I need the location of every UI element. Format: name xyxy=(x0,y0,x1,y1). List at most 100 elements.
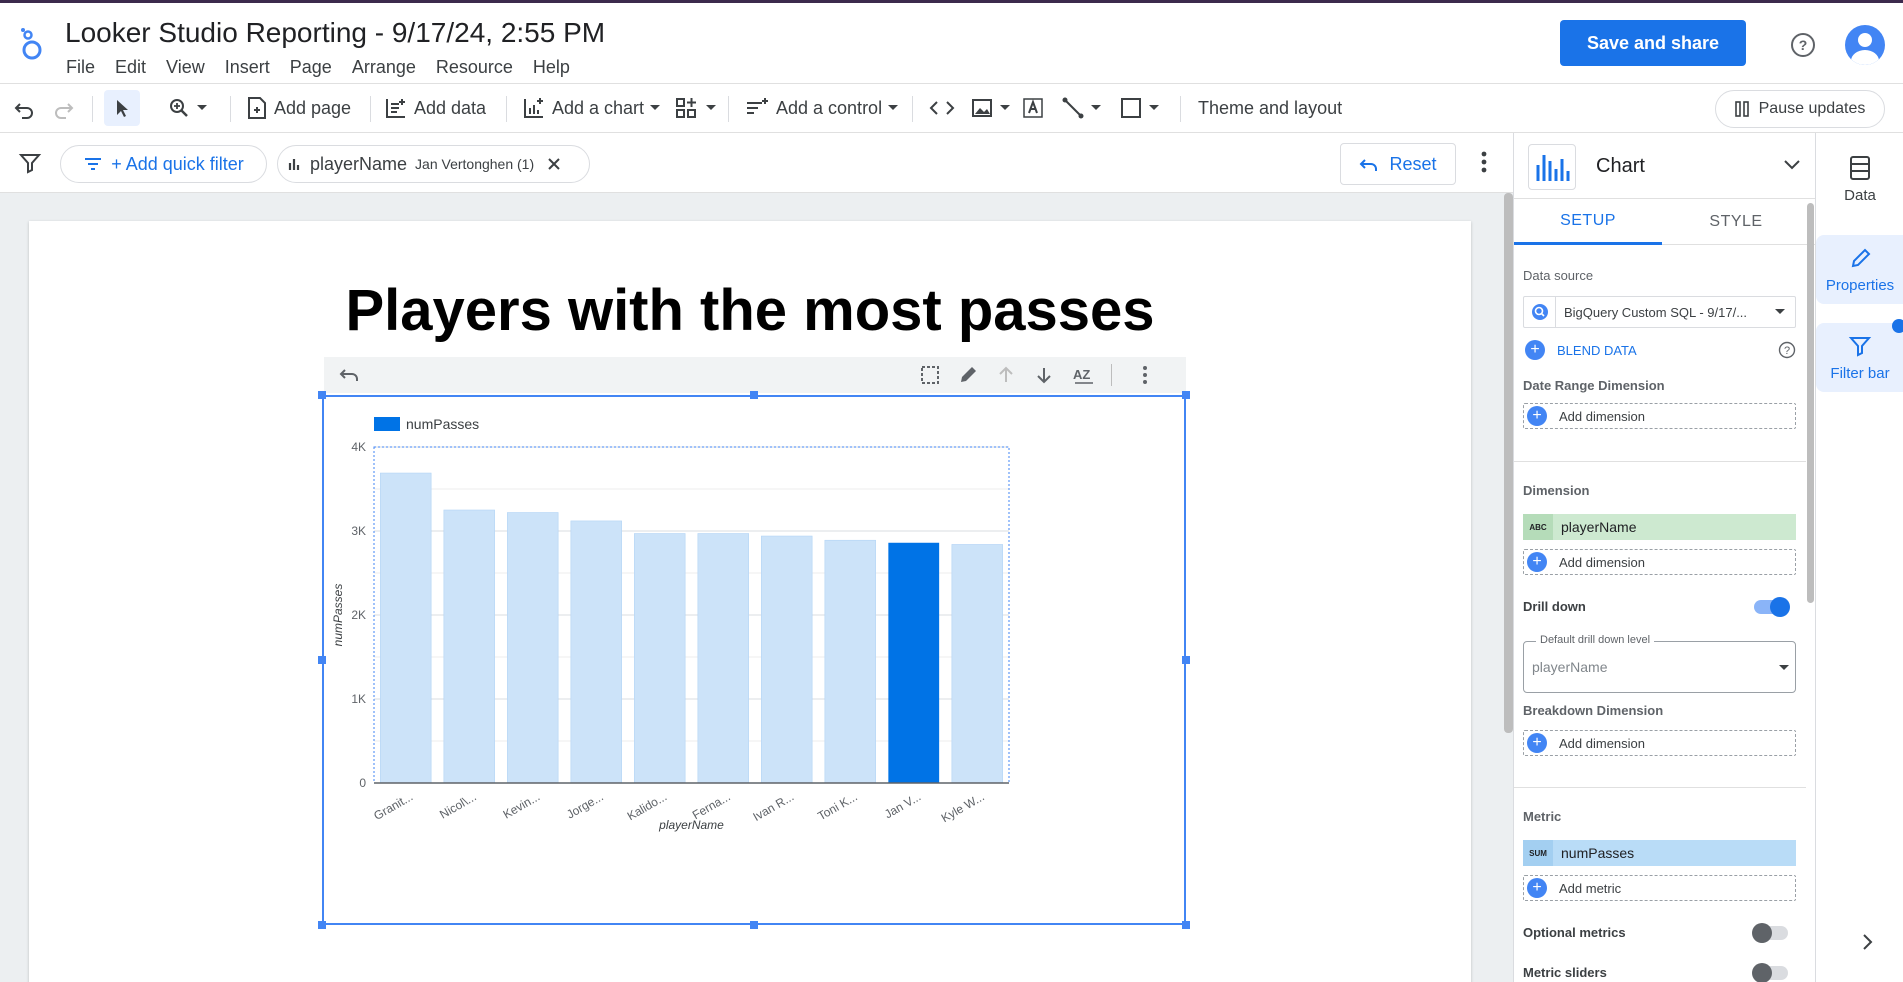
menu-edit[interactable]: Edit xyxy=(105,55,156,80)
menu-view[interactable]: View xyxy=(156,55,215,80)
add-data-button[interactable]: Add data xyxy=(384,84,486,132)
edit-pencil-icon[interactable] xyxy=(957,364,979,386)
menu-help[interactable]: Help xyxy=(523,55,580,80)
line-icon xyxy=(1061,96,1085,120)
chart-type-selector[interactable]: Chart xyxy=(1514,133,1816,199)
chart-toolbar-divider xyxy=(1111,364,1112,386)
resize-handle[interactable] xyxy=(750,921,758,929)
tab-setup[interactable]: SETUP xyxy=(1514,199,1662,245)
more-options-icon[interactable] xyxy=(1474,149,1494,175)
x-tick-label: Toni K... xyxy=(815,789,860,823)
metric-field-chip[interactable]: SUM numPasses xyxy=(1523,840,1796,866)
select-area-icon[interactable] xyxy=(919,364,941,386)
active-filter-chip[interactable]: playerName Jan Vertonghen (1) xyxy=(277,145,590,183)
toggle-knob xyxy=(1752,963,1772,982)
add-chart-label: Add a chart xyxy=(552,98,644,119)
report-filter-bar: + Add quick filter playerName Jan Verton… xyxy=(0,133,1513,193)
save-and-share-button[interactable]: Save and share xyxy=(1560,20,1746,66)
select-tool-icon[interactable] xyxy=(104,90,140,126)
add-page-label: Add page xyxy=(274,98,351,119)
text-box-icon[interactable] xyxy=(1021,84,1045,132)
resize-handle[interactable] xyxy=(1182,656,1190,664)
add-dimension-label: Add dimension xyxy=(1559,555,1645,570)
bar-chart-component[interactable]: numPasses 0 1K 2K 3K 4K Granit... Nicol\... Kevi… xyxy=(322,395,1186,925)
canvas-scrollbar[interactable] xyxy=(1504,193,1513,733)
resize-handle[interactable] xyxy=(1182,921,1190,929)
resize-handle[interactable] xyxy=(318,656,326,664)
add-date-range-dimension[interactable]: + Add dimension xyxy=(1523,403,1796,429)
chevron-down-icon xyxy=(1000,105,1010,111)
help-icon[interactable]: ? xyxy=(1778,341,1796,359)
pause-updates-button[interactable]: Pause updates xyxy=(1715,90,1885,128)
chevron-right-icon[interactable] xyxy=(1862,933,1874,951)
x-tick-label: Kevin... xyxy=(501,789,543,821)
add-icon: + xyxy=(1527,406,1547,426)
default-drill-level-select[interactable]: Default drill down level playerName xyxy=(1523,641,1796,693)
add-page-icon xyxy=(246,96,268,120)
reset-chart-icon[interactable] xyxy=(338,364,362,386)
drill-up-arrow-icon[interactable] xyxy=(995,364,1017,386)
drill-level-value: playerName xyxy=(1532,659,1607,675)
shape-button[interactable] xyxy=(1119,84,1159,132)
add-control-button[interactable]: Add a control xyxy=(744,84,898,132)
bar xyxy=(761,536,812,783)
menu-page[interactable]: Page xyxy=(280,55,342,80)
account-avatar[interactable] xyxy=(1845,25,1885,65)
chevron-down-icon[interactable] xyxy=(1784,160,1800,170)
redo-icon[interactable] xyxy=(52,84,76,132)
menu-file[interactable]: File xyxy=(56,55,105,80)
chart-more-options-icon[interactable] xyxy=(1138,364,1152,386)
add-dimension-row[interactable]: + Add dimension xyxy=(1523,549,1796,575)
menu-arrange[interactable]: Arrange xyxy=(342,55,426,80)
rail-filter-bar-button[interactable]: Filter bar xyxy=(1816,323,1903,392)
theme-and-layout-button[interactable]: Theme and layout xyxy=(1198,84,1342,132)
drill-down-toggle[interactable] xyxy=(1754,600,1788,614)
line-button[interactable] xyxy=(1061,84,1101,132)
community-visualizations-button[interactable] xyxy=(674,84,716,132)
toolbar-divider xyxy=(370,96,371,122)
image-button[interactable] xyxy=(970,84,1010,132)
bar xyxy=(444,510,495,783)
reset-button[interactable]: Reset xyxy=(1340,143,1456,185)
looker-studio-logo-icon[interactable] xyxy=(18,27,48,61)
drill-down-arrow-icon[interactable] xyxy=(1033,364,1055,386)
rail-data-button[interactable]: Data xyxy=(1816,155,1903,204)
dimension-field-chip[interactable]: ABC playerName xyxy=(1523,514,1796,540)
resize-handle[interactable] xyxy=(318,391,326,399)
rail-properties-button[interactable]: Properties xyxy=(1816,235,1903,304)
tab-style[interactable]: STYLE xyxy=(1662,199,1810,245)
blend-data-button[interactable]: + BLEND DATA xyxy=(1525,340,1637,360)
zoom-dropdown[interactable] xyxy=(167,84,207,132)
add-data-label: Add data xyxy=(414,98,486,119)
add-icon: + xyxy=(1527,878,1547,898)
report-title[interactable]: Looker Studio Reporting - 9/17/24, 2:55 … xyxy=(65,17,605,49)
add-quick-filter-button[interactable]: + Add quick filter xyxy=(60,145,267,183)
menu-resource[interactable]: Resource xyxy=(426,55,523,80)
help-icon[interactable]: ? xyxy=(1789,31,1817,59)
optional-metrics-toggle[interactable] xyxy=(1754,926,1788,940)
add-metric-row[interactable]: + Add metric xyxy=(1523,875,1796,901)
data-source-select[interactable]: BigQuery Custom SQL - 9/17/... xyxy=(1523,296,1796,328)
report-page[interactable]: Players with the most passes AZ xyxy=(29,221,1471,982)
page-title-text[interactable]: Players with the most passes xyxy=(29,277,1471,344)
resize-handle[interactable] xyxy=(1182,391,1190,399)
bar xyxy=(698,534,749,783)
chevron-down-icon xyxy=(650,105,660,111)
add-breakdown-dimension[interactable]: + Add dimension xyxy=(1523,730,1796,756)
svg-text:AZ: AZ xyxy=(1073,367,1090,382)
panel-scrollbar[interactable] xyxy=(1807,203,1814,603)
x-tick-label: Jorge... xyxy=(564,789,606,821)
embed-code-icon[interactable] xyxy=(928,84,956,132)
menu-insert[interactable]: Insert xyxy=(215,55,280,80)
undo-icon[interactable] xyxy=(12,84,36,132)
add-chart-button[interactable]: Add a chart xyxy=(522,84,660,132)
close-icon[interactable] xyxy=(546,156,562,172)
add-page-button[interactable]: Add page xyxy=(246,84,351,132)
filter-icon[interactable] xyxy=(18,151,42,175)
resize-handle[interactable] xyxy=(750,391,758,399)
chevron-down-icon xyxy=(197,105,207,111)
sort-az-icon[interactable]: AZ xyxy=(1071,364,1097,386)
chevron-down-icon xyxy=(1149,105,1159,111)
resize-handle[interactable] xyxy=(318,921,326,929)
metric-sliders-toggle[interactable] xyxy=(1754,966,1788,980)
